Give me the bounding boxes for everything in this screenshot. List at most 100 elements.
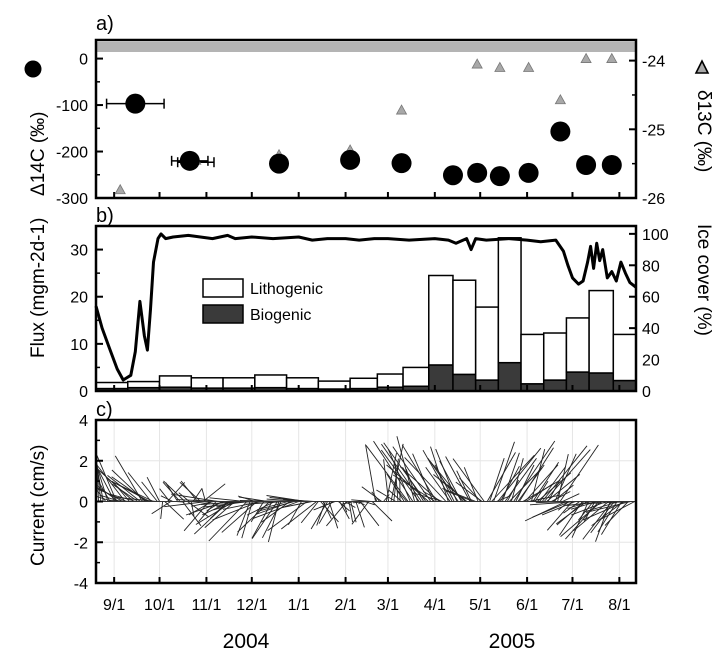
biogenic-bar bbox=[474, 379, 500, 392]
current-stick bbox=[565, 501, 600, 540]
current-stick bbox=[167, 482, 186, 502]
panel-c-yticklabel: -4 bbox=[74, 576, 88, 593]
lithogenic-bar bbox=[285, 377, 320, 390]
current-stick bbox=[96, 468, 135, 502]
current-stick bbox=[127, 472, 152, 502]
current-stick bbox=[246, 501, 276, 516]
current-stick bbox=[328, 501, 339, 529]
current-stick bbox=[442, 488, 477, 502]
d13c-triangle-point bbox=[395, 104, 408, 115]
biogenic-bar bbox=[588, 372, 615, 392]
current-stick bbox=[202, 483, 226, 502]
d13c-triangle-point bbox=[471, 58, 483, 69]
current-stick bbox=[348, 501, 354, 523]
current-stick bbox=[212, 501, 260, 521]
current-stick bbox=[534, 480, 549, 502]
current-stick bbox=[510, 458, 524, 502]
current-stick bbox=[164, 501, 207, 508]
current-stick bbox=[339, 501, 350, 520]
current-stick bbox=[412, 453, 434, 502]
current-stick bbox=[501, 452, 520, 502]
panel-a-frame bbox=[94, 38, 638, 200]
current-stick bbox=[185, 501, 225, 516]
current-stick bbox=[560, 501, 602, 537]
current-stick bbox=[551, 491, 571, 502]
current-stick bbox=[350, 501, 357, 523]
current-stick bbox=[160, 495, 174, 502]
current-stick bbox=[253, 501, 299, 519]
current-stick bbox=[288, 501, 302, 526]
current-stick bbox=[313, 501, 336, 511]
lithogenic-bar bbox=[95, 381, 129, 390]
lithogenic-bar bbox=[428, 274, 454, 366]
current-stick bbox=[554, 453, 577, 502]
panel-b-label: b) bbox=[96, 205, 114, 227]
current-stick bbox=[204, 501, 236, 528]
current-stick bbox=[541, 501, 576, 516]
panel-a-ylabel-left: Δ14C (‰) bbox=[28, 112, 49, 196]
current-stick bbox=[163, 480, 186, 502]
panel-c-label: c) bbox=[96, 399, 113, 421]
current-stick bbox=[381, 443, 422, 502]
current-stick bbox=[113, 482, 154, 502]
current-stick bbox=[425, 466, 451, 502]
d13c-triangle-point bbox=[114, 183, 126, 195]
panel-a-top-band bbox=[96, 42, 636, 52]
current-stick bbox=[222, 501, 262, 510]
biogenic-bar bbox=[565, 371, 590, 392]
panel-a-yticklabel-left: -200 bbox=[56, 145, 88, 162]
current-stick bbox=[541, 445, 588, 502]
current-stick bbox=[316, 501, 326, 526]
d14c-circle-point bbox=[179, 150, 200, 171]
panel-a-yticklabel-right: -26 bbox=[642, 191, 665, 208]
current-stick bbox=[456, 470, 472, 502]
current-stick bbox=[107, 475, 141, 502]
current-stick bbox=[198, 501, 217, 522]
current-stick bbox=[250, 501, 265, 523]
current-stick bbox=[584, 501, 620, 513]
panel-c-ylabel: Current (cm/s) bbox=[28, 445, 49, 566]
current-stick bbox=[326, 501, 348, 527]
panel-a-label: a) bbox=[96, 13, 114, 35]
legend-swatch-biogenic bbox=[202, 304, 244, 324]
month-ticklabel: 7/1 bbox=[561, 597, 583, 614]
current-stick bbox=[601, 501, 623, 535]
current-stick bbox=[518, 447, 554, 502]
current-stick bbox=[375, 498, 378, 502]
current-stick bbox=[571, 501, 607, 516]
current-stick bbox=[582, 501, 613, 540]
panel-a-right-label: δ13C (‰) bbox=[693, 59, 714, 172]
current-stick bbox=[529, 501, 577, 506]
current-stick bbox=[604, 501, 629, 526]
current-stick bbox=[190, 501, 195, 516]
current-stick bbox=[365, 445, 409, 502]
current-sticks bbox=[95, 436, 635, 543]
current-stick bbox=[261, 501, 282, 539]
d14c-circle-point bbox=[489, 166, 510, 187]
panel-b-yticklabel-left: 20 bbox=[70, 290, 88, 307]
current-stick bbox=[192, 488, 203, 502]
current-stick bbox=[543, 449, 591, 502]
chart-marks: 0-100-200-300-24-25-26010203002040608010… bbox=[56, 38, 669, 614]
lithogenic-bar bbox=[402, 366, 430, 388]
current-stick bbox=[525, 483, 554, 502]
current-stick bbox=[361, 486, 383, 502]
current-stick bbox=[566, 501, 604, 506]
panel-b-ylabel-left: Flux (mgm-2d-1) bbox=[28, 218, 49, 358]
current-stick bbox=[241, 501, 253, 539]
current-stick bbox=[524, 501, 567, 522]
month-ticklabel: 4/1 bbox=[424, 597, 446, 614]
current-stick bbox=[559, 444, 599, 502]
month-ticklabel: 5/1 bbox=[469, 597, 491, 614]
d13c-triangle-point bbox=[494, 61, 506, 72]
current-stick bbox=[445, 490, 474, 502]
current-stick bbox=[359, 501, 380, 527]
current-stick bbox=[388, 489, 402, 502]
current-stick bbox=[202, 501, 232, 516]
panel-a-ylabel-right: δ13C (‰) bbox=[693, 90, 714, 172]
current-stick bbox=[141, 481, 158, 502]
month-ticklabel: 6/1 bbox=[516, 597, 538, 614]
panel-a-yticklabel-right: -24 bbox=[642, 54, 665, 71]
month-ticklabel: 3/1 bbox=[377, 597, 399, 614]
